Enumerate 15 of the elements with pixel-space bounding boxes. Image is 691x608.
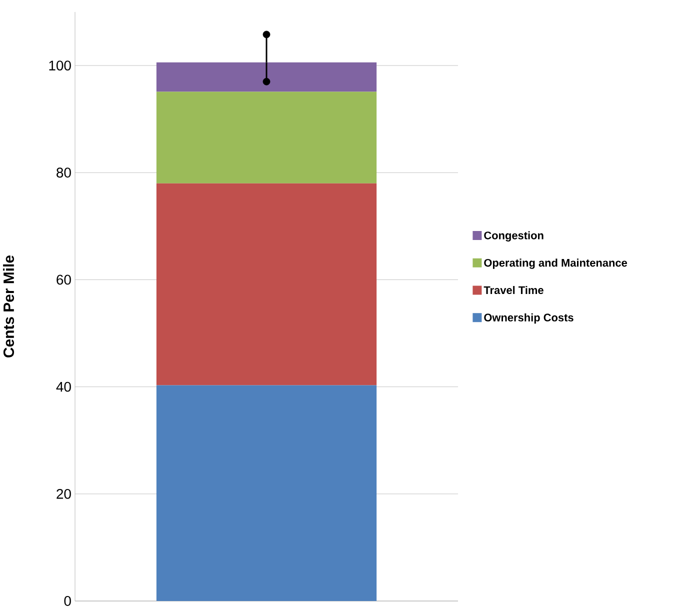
legend-label: Travel Time — [484, 286, 544, 294]
y-tick-label: 100 — [49, 60, 71, 70]
bar — [156, 385, 377, 601]
y-tick-label: 80 — [56, 168, 71, 178]
legend-label: Operating and Maintenance — [484, 258, 628, 269]
y-axis-title: Cents Per Mile — [3, 256, 14, 358]
bar — [156, 92, 377, 184]
bar — [156, 183, 377, 386]
y-tick-label: 0 — [64, 596, 71, 606]
bar — [156, 62, 377, 92]
y-tick-label: 20 — [56, 488, 71, 499]
legend-label: Congestion — [484, 231, 544, 242]
y-tick-label: 40 — [56, 382, 71, 392]
y-tick-label: 60 — [56, 274, 71, 285]
legend-label: Ownership Costs — [484, 313, 574, 324]
